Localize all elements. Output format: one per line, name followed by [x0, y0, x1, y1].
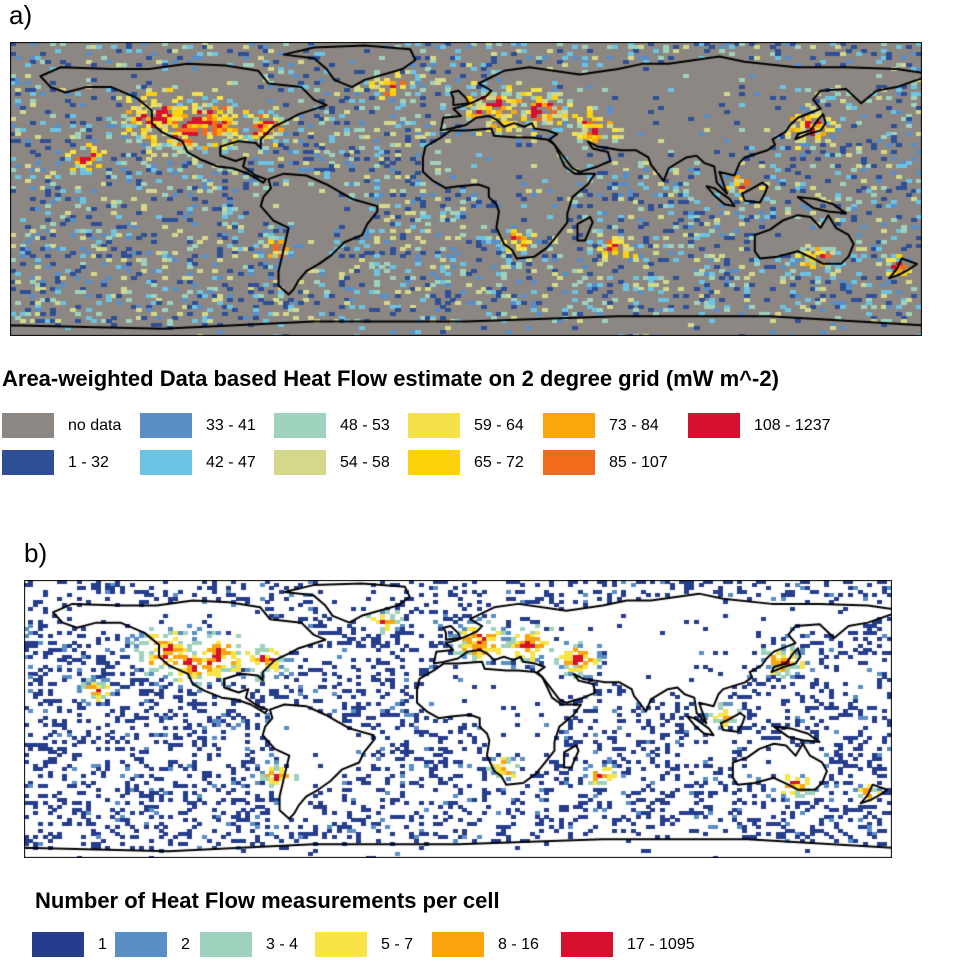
legend-b-swatch: [32, 932, 84, 957]
legend-a-item: 59 - 64: [408, 413, 524, 438]
legend-a-label: 54 - 58: [340, 453, 390, 471]
legend-b-swatch: [115, 932, 167, 957]
legend-a-swatch: [688, 413, 740, 438]
legend-title-b: Number of Heat Flow measurements per cel…: [35, 888, 500, 913]
legend-b-label: 5 - 7: [381, 935, 414, 953]
legend-b-item: 3 - 4: [200, 932, 298, 957]
legend-a-label: no data: [68, 416, 122, 434]
legend-a-item: 42 - 47: [140, 450, 256, 475]
legend-a-item: 33 - 41: [140, 413, 256, 438]
legend-a-item: 48 - 53: [274, 413, 390, 438]
legend-b-label: 17 - 1095: [627, 935, 695, 953]
legend-b-label: 8 - 16: [498, 935, 539, 953]
panel-b-label: b): [24, 538, 48, 568]
legend-a-item: 65 - 72: [408, 450, 524, 475]
legend-a-swatch: [2, 450, 54, 475]
legend-a-swatch: [2, 413, 54, 438]
legend-a-label: 33 - 41: [206, 416, 256, 434]
legend-a-item: 1 - 32: [2, 450, 109, 475]
heat-flow-estimate-map: [10, 42, 922, 336]
legend-b-swatch: [561, 932, 613, 957]
legend-a-swatch: [140, 413, 192, 438]
legend-a-swatch: [140, 450, 192, 475]
legend-a-swatch: [408, 450, 460, 475]
legend-a-swatch: [274, 450, 326, 475]
measurement-count-map: [24, 580, 892, 858]
legend-b-item: 2: [115, 932, 190, 957]
legend-b-item: 1: [32, 932, 107, 957]
legend-a-label: 85 - 107: [609, 453, 668, 471]
legend-a-swatch: [543, 450, 595, 475]
legend-a-label: 48 - 53: [340, 416, 390, 434]
legend-a-item: no data: [2, 413, 121, 438]
legend-a-label: 42 - 47: [206, 453, 256, 471]
legend-b-label: 3 - 4: [266, 935, 299, 953]
legend-a-swatch: [408, 413, 460, 438]
legend-b-item: 8 - 16: [432, 932, 539, 957]
legend-title-a: Area-weighted Data based Heat Flow estim…: [2, 366, 779, 391]
legend-b-label: 1: [98, 935, 107, 953]
legend-a-label: 108 - 1237: [754, 416, 831, 434]
legend-b-swatch: [200, 932, 252, 957]
legend-a-swatch: [274, 413, 326, 438]
legend-a-item: 85 - 107: [543, 450, 668, 475]
legend-b-swatch: [315, 932, 367, 957]
legend-b-item: 5 - 7: [315, 932, 413, 957]
legend-a-label: 65 - 72: [474, 453, 524, 471]
legend-a-item: 54 - 58: [274, 450, 390, 475]
legend-a-label: 1 - 32: [68, 453, 109, 471]
legend-a-swatch: [543, 413, 595, 438]
legend-b-label: 2: [181, 935, 190, 953]
panel-a-label: a): [9, 0, 33, 30]
legend-a-label: 73 - 84: [609, 416, 659, 434]
legend-b-swatch: [432, 932, 484, 957]
legend-a-label: 59 - 64: [474, 416, 524, 434]
legend-b-item: 17 - 1095: [561, 932, 695, 957]
legend-a-item: 73 - 84: [543, 413, 659, 438]
legend-a-item: 108 - 1237: [688, 413, 831, 438]
